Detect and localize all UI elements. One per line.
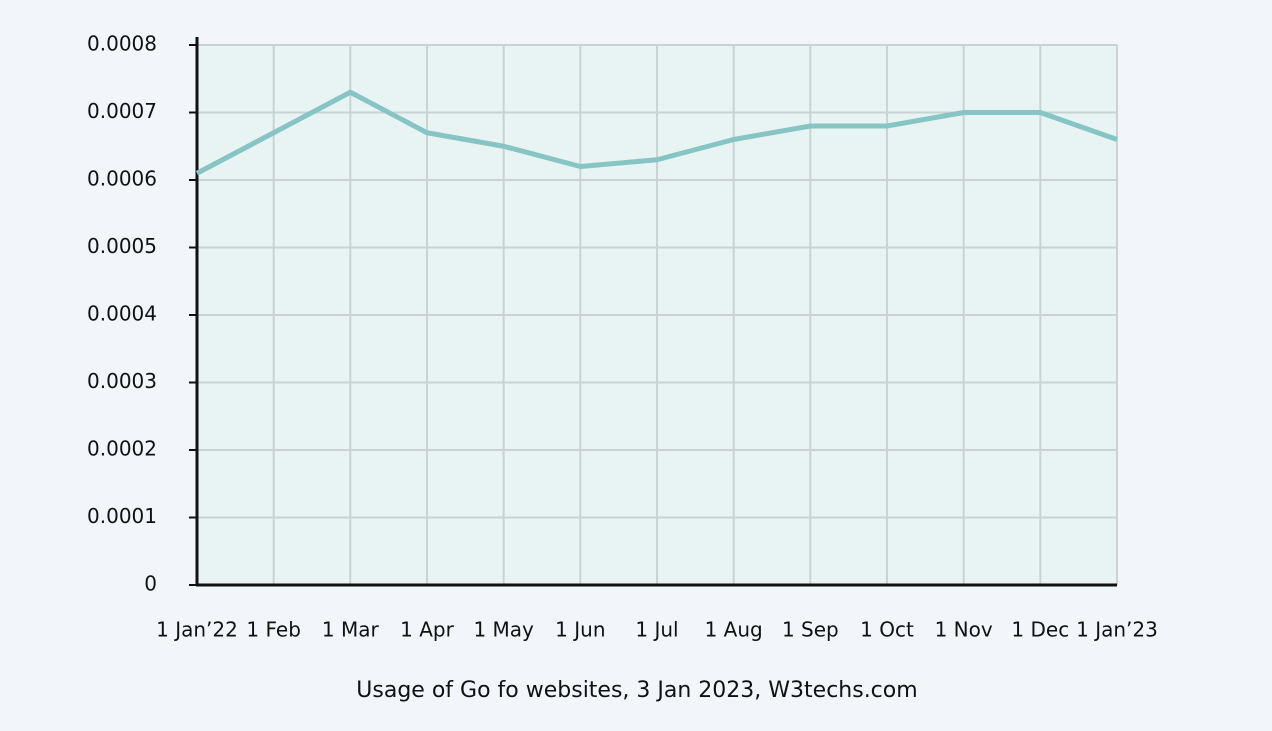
x-tick-label: 1 Mar <box>322 618 380 642</box>
x-tick-label: 1 Apr <box>400 618 454 642</box>
y-tick-label: 0.0002 <box>87 437 157 461</box>
x-tick-label: 1 Aug <box>705 618 763 642</box>
y-tick-label: 0.0008 <box>87 32 157 56</box>
y-tick-label: 0.0006 <box>87 167 157 191</box>
chart-title: Usage of Go fo websites, 3 Jan 2023, W3t… <box>356 678 917 703</box>
x-tick-label: 1 Jun <box>555 618 605 642</box>
x-tick-label: 1 Nov <box>935 618 993 642</box>
y-tick-label: 0.0007 <box>87 99 157 123</box>
line <box>195 89 1118 176</box>
x-tick-label: 1 Jan’22 <box>156 618 238 642</box>
y-tick-label: 0.0001 <box>87 504 157 528</box>
y-tick-label: 0.0005 <box>87 234 157 258</box>
x-tick-label: 1 May <box>473 618 534 642</box>
x-tick-label: 1 Sep <box>782 618 839 642</box>
x-tick-label: 1 Jan’23 <box>1076 618 1158 642</box>
x-tick-label: 1 Jul <box>635 618 678 642</box>
y-tick-label: 0 <box>144 572 157 596</box>
y-tick-label: 0.0004 <box>87 302 157 326</box>
x-tick-label: 1 Dec <box>1011 618 1069 642</box>
y-tick-label: 0.0003 <box>87 369 157 393</box>
x-tick-label: 1 Oct <box>860 618 914 642</box>
x-tick-label: 1 Feb <box>246 618 301 642</box>
